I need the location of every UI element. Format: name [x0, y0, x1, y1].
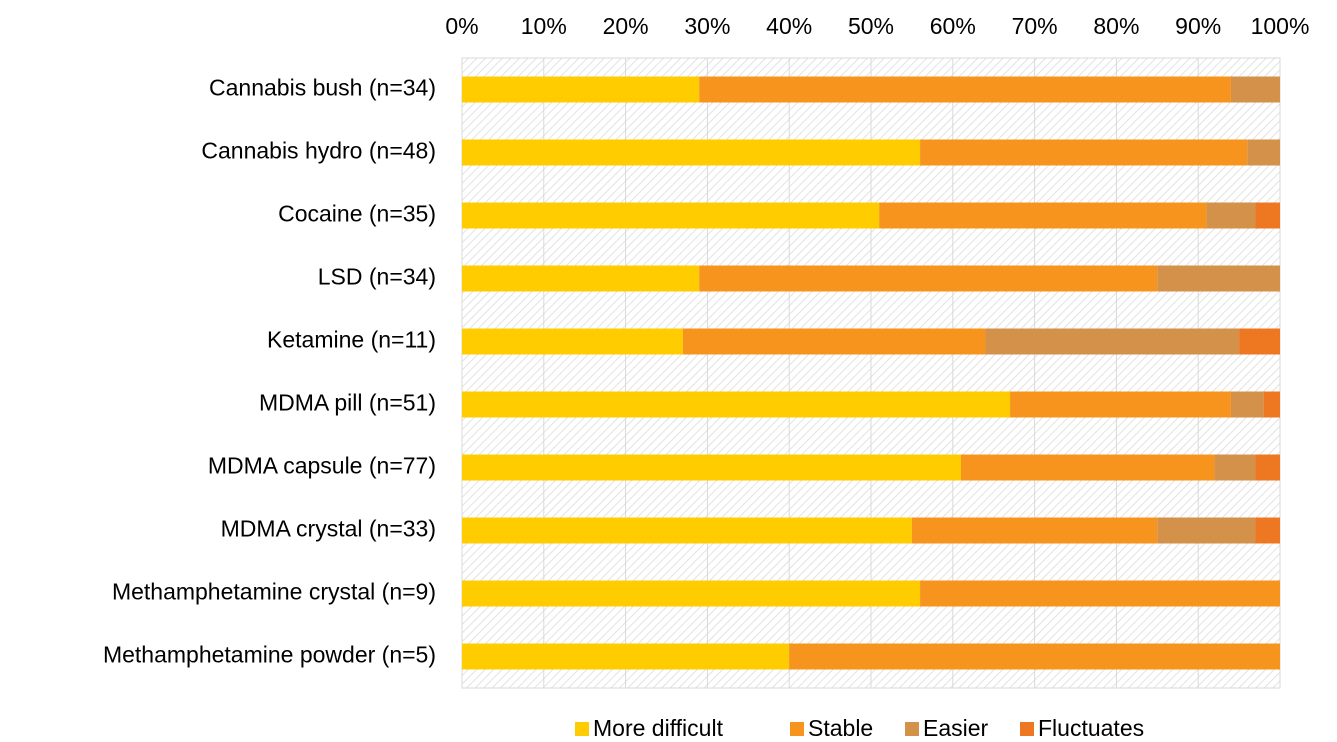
x-tick-label: 100% — [1251, 13, 1310, 39]
y-tick-label: Cocaine (n=35) — [278, 201, 436, 227]
bar-segment — [920, 580, 1280, 607]
bar-segment — [462, 517, 912, 544]
bar-segment — [462, 328, 683, 355]
legend-swatch — [1020, 722, 1034, 736]
y-tick-label: MDMA crystal (n=33) — [221, 516, 436, 542]
bar-segment — [1255, 454, 1280, 481]
legend-label: Fluctuates — [1038, 715, 1144, 741]
x-tick-label: 0% — [445, 13, 478, 39]
bar-segment — [920, 139, 1248, 166]
bar-segment — [462, 643, 790, 670]
legend-label: Easier — [923, 715, 989, 741]
bar-segment — [789, 643, 1280, 670]
y-tick-label: Methamphetamine powder (n=5) — [103, 642, 436, 668]
legend-swatch — [575, 722, 589, 736]
x-tick-label: 30% — [684, 13, 730, 39]
bar-segment — [1230, 391, 1264, 418]
y-tick-label: Cannabis hydro (n=48) — [201, 138, 436, 164]
bar-segment — [960, 454, 1215, 481]
x-tick-label: 60% — [930, 13, 976, 39]
x-tick-label: 20% — [603, 13, 649, 39]
bar-segment — [1263, 391, 1280, 418]
x-tick-label: 90% — [1175, 13, 1221, 39]
x-tick-label: 70% — [1012, 13, 1058, 39]
bar-segment — [1157, 517, 1256, 544]
bar-segment — [462, 265, 700, 292]
y-tick-label: MDMA pill (n=51) — [259, 390, 436, 416]
bar-segment — [985, 328, 1240, 355]
bar-segment — [462, 580, 921, 607]
x-tick-label: 10% — [521, 13, 567, 39]
x-tick-label: 80% — [1093, 13, 1139, 39]
bar-segment — [462, 76, 700, 103]
bar-segment — [682, 328, 986, 355]
x-tick-label: 40% — [766, 13, 812, 39]
x-tick-label: 50% — [848, 13, 894, 39]
legend-swatch — [905, 722, 919, 736]
bar-segment — [1247, 139, 1280, 166]
y-tick-label: Methamphetamine crystal (n=9) — [112, 579, 436, 605]
bar-segment — [462, 391, 1011, 418]
legend-swatch — [790, 722, 804, 736]
legend-label: More difficult — [593, 715, 724, 741]
bar-segment — [1214, 454, 1256, 481]
bar-segment — [1010, 391, 1231, 418]
bar-segment — [1157, 265, 1280, 292]
legend-label: Stable — [808, 715, 873, 741]
bar-segment — [462, 202, 880, 229]
bar-segment — [879, 202, 1207, 229]
bar-segment — [1255, 202, 1280, 229]
bar-segment — [462, 454, 961, 481]
bar-segment — [1206, 202, 1256, 229]
y-tick-label: LSD (n=34) — [318, 264, 436, 290]
bar-segment — [1239, 328, 1280, 355]
y-tick-label: Ketamine (n=11) — [267, 327, 436, 353]
bar-segment — [911, 517, 1158, 544]
bar-segment — [1230, 76, 1280, 103]
bar-segment — [699, 76, 1231, 103]
y-tick-label: Cannabis bush (n=34) — [209, 75, 436, 101]
bar-segment — [699, 265, 1158, 292]
bar-segment — [462, 139, 921, 166]
bar-segment — [1255, 517, 1280, 544]
y-tick-label: MDMA capsule (n=77) — [208, 453, 436, 479]
